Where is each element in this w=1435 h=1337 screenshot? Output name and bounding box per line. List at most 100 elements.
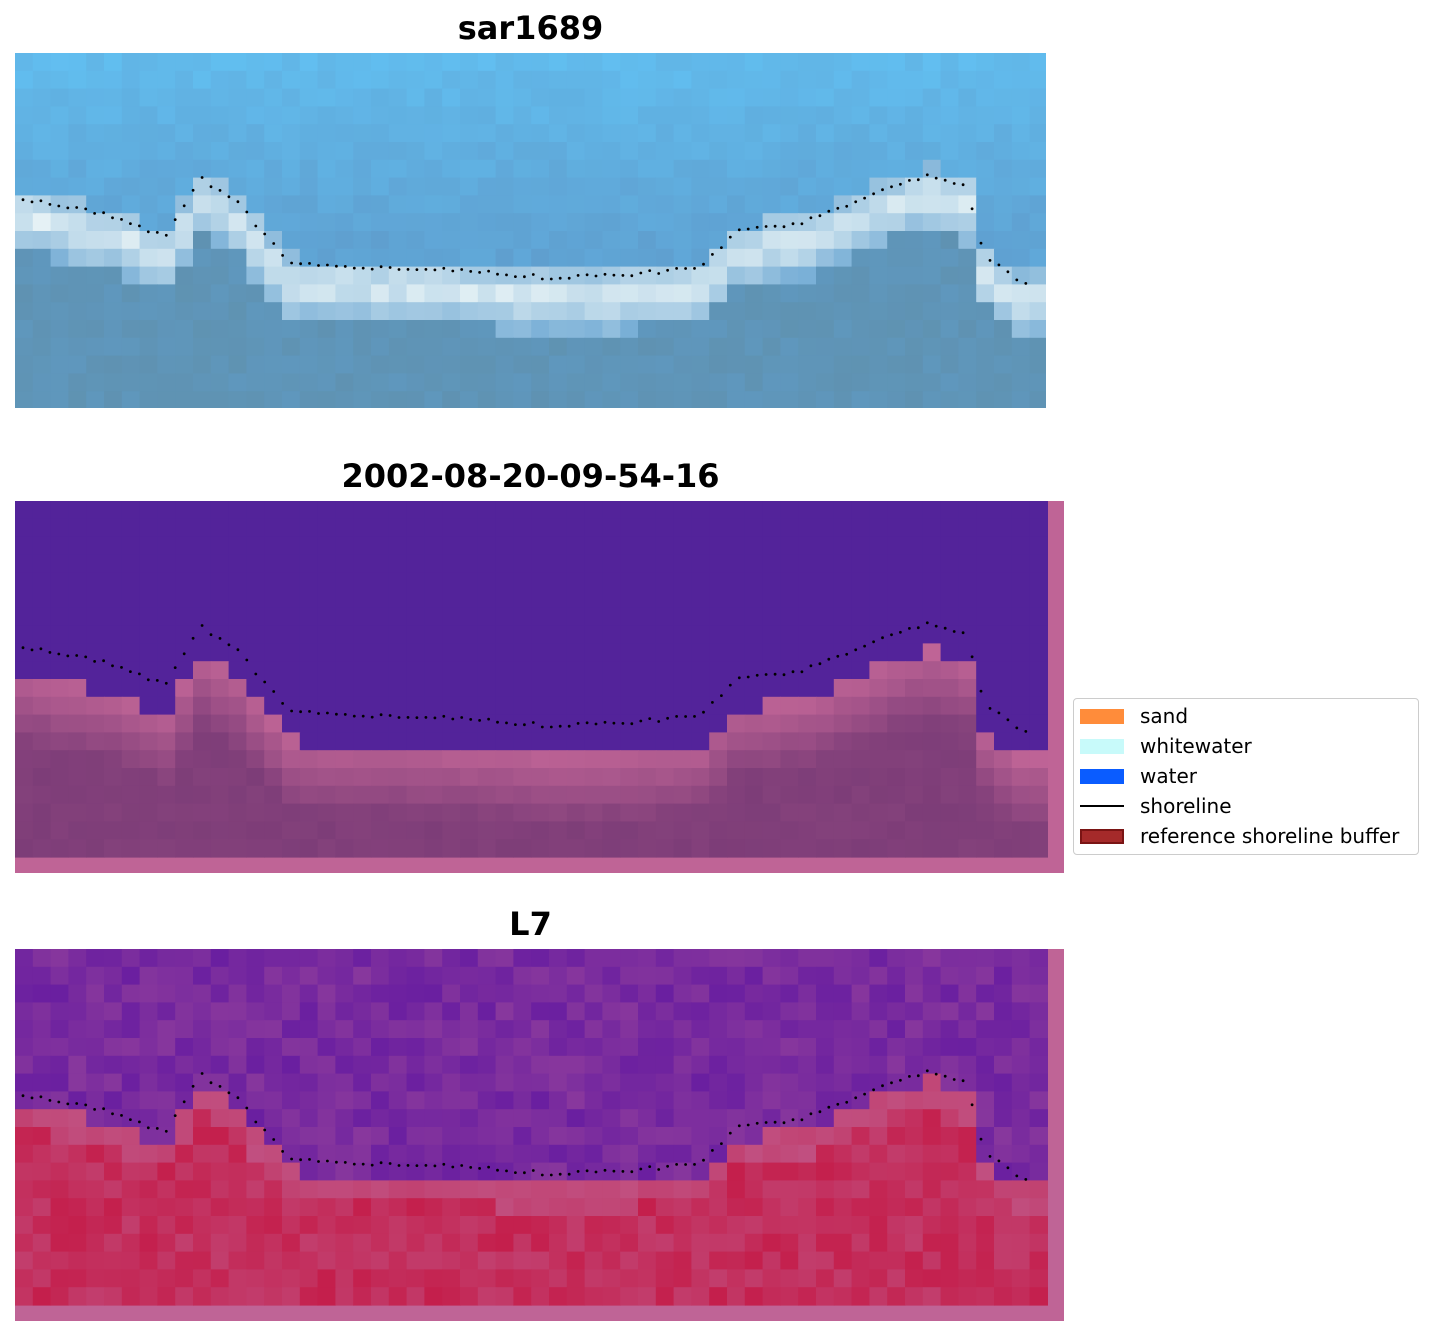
pixel	[940, 1127, 959, 1146]
pixel	[851, 302, 870, 321]
pixel	[994, 501, 1013, 520]
pixel	[709, 518, 728, 538]
pixel	[175, 373, 194, 392]
pixel	[940, 177, 959, 196]
pixel	[851, 177, 870, 196]
pixel	[210, 337, 230, 357]
pixel	[139, 1038, 158, 1057]
shoreline-point	[326, 711, 329, 715]
pixel	[371, 1269, 390, 1288]
pixel	[495, 984, 514, 1003]
pixel	[816, 554, 835, 573]
pixel	[121, 768, 141, 787]
pixel	[531, 661, 550, 680]
pixel	[833, 159, 853, 179]
pixel	[620, 984, 639, 1003]
pixel	[584, 785, 603, 805]
pixel	[477, 266, 497, 285]
pixel	[780, 607, 799, 627]
shoreline-point	[155, 1127, 159, 1130]
pixel	[193, 231, 212, 250]
pixel	[655, 124, 675, 143]
shoreline-point	[791, 222, 795, 226]
pixel	[762, 984, 781, 1003]
shoreline-point	[934, 624, 938, 628]
pixel	[246, 1251, 265, 1270]
pixel	[460, 966, 479, 986]
pixel	[940, 1180, 959, 1199]
pixel	[121, 159, 141, 179]
pixel	[175, 572, 194, 591]
pixel	[994, 1144, 1013, 1164]
pixel	[495, 302, 514, 321]
pixel	[833, 732, 853, 751]
pixel	[86, 159, 105, 179]
shoreline-point	[576, 1170, 580, 1173]
pixel	[905, 501, 924, 520]
pixel	[388, 1055, 408, 1075]
pixel	[121, 1038, 141, 1057]
pixel	[922, 1144, 942, 1164]
pixel	[673, 518, 692, 538]
pixel	[549, 320, 568, 339]
pixel	[976, 679, 995, 698]
pixel	[727, 732, 746, 751]
shoreline-point	[469, 1166, 473, 1169]
pixel	[887, 696, 906, 716]
pixel	[584, 266, 603, 285]
pixel	[442, 1002, 461, 1021]
pixel	[86, 213, 105, 232]
pixel	[264, 590, 283, 609]
pixel	[353, 266, 372, 285]
pixel	[584, 1251, 603, 1270]
pixel	[531, 572, 550, 591]
pixel	[175, 803, 194, 822]
pixel	[673, 1091, 692, 1110]
pixel	[1011, 1144, 1031, 1164]
pixel	[673, 696, 692, 716]
pixel	[940, 984, 959, 1003]
shoreline-point	[818, 1110, 822, 1114]
pixel	[905, 803, 924, 822]
pixel	[922, 266, 942, 285]
pixel	[851, 501, 870, 520]
pixel	[299, 284, 319, 303]
pixel	[994, 266, 1013, 285]
pixel	[620, 302, 639, 321]
pixel	[816, 501, 835, 520]
pixel	[958, 696, 977, 716]
pixel	[317, 391, 336, 408]
pixel	[157, 1233, 176, 1253]
pixel	[264, 231, 283, 250]
pixel	[282, 106, 301, 125]
pixel	[584, 124, 603, 143]
pixel	[406, 1109, 425, 1128]
pixel	[869, 248, 888, 268]
pixel	[869, 177, 888, 196]
pixel	[335, 572, 354, 591]
pixel	[460, 554, 479, 573]
pixel	[477, 177, 497, 196]
pixel	[744, 124, 764, 143]
pixel	[673, 177, 692, 196]
pixel	[655, 785, 675, 805]
pixel	[744, 1055, 764, 1075]
pixel	[566, 284, 586, 303]
pixel	[709, 1287, 728, 1306]
pixel	[709, 949, 728, 968]
pixel	[887, 661, 906, 680]
pixel	[620, 231, 639, 250]
pixel	[673, 1216, 692, 1235]
pixel	[691, 248, 710, 268]
shoreline-point	[442, 714, 446, 718]
pixel	[15, 1038, 34, 1057]
pixel	[264, 337, 283, 357]
pixel	[157, 1055, 176, 1075]
pixel	[922, 625, 942, 644]
pixel	[246, 821, 265, 840]
pixel	[460, 501, 479, 520]
shoreline-point	[523, 275, 526, 279]
pixel	[513, 821, 532, 840]
pixel	[299, 732, 319, 751]
pixel	[477, 70, 497, 90]
